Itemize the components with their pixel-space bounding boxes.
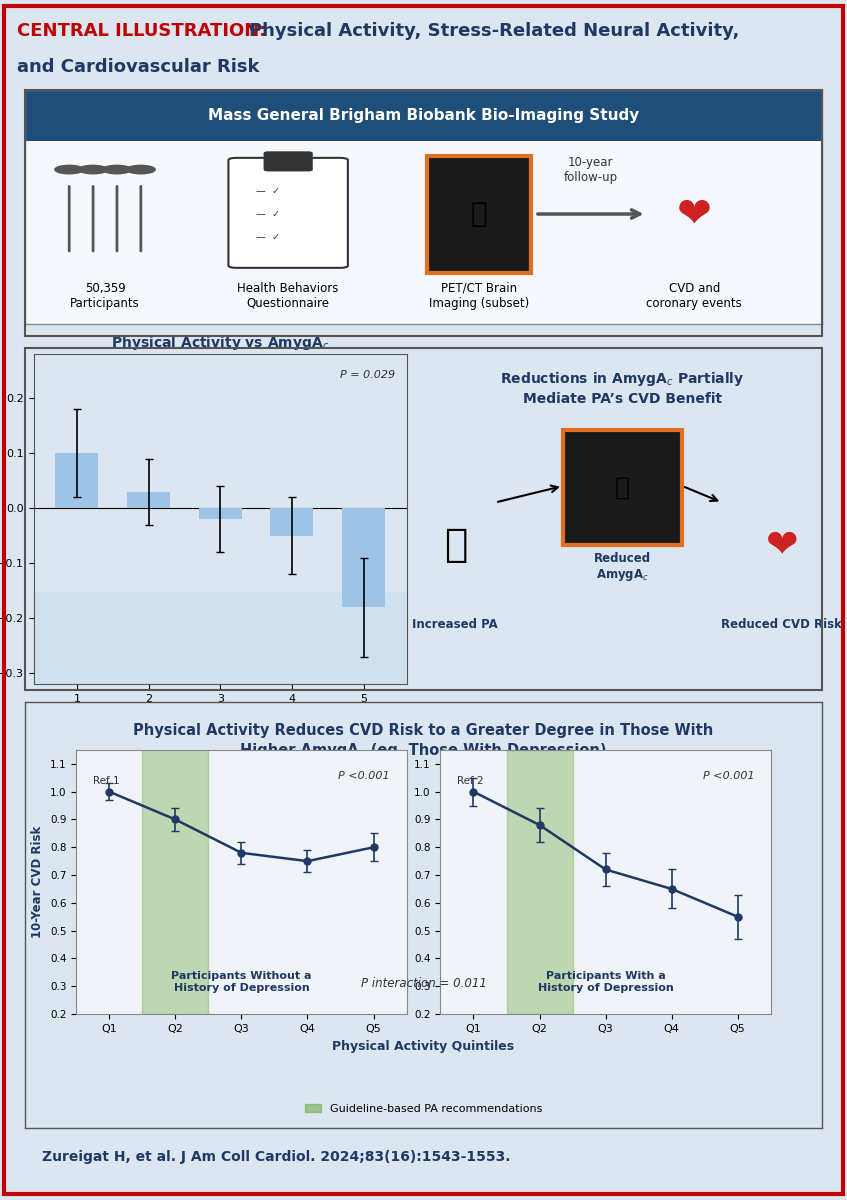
Text: 🏃: 🏃 [444, 527, 467, 564]
Text: PET/CT Brain
Imaging (subset): PET/CT Brain Imaging (subset) [429, 282, 529, 310]
Text: Participants With a
History of Depression: Participants With a History of Depressio… [538, 971, 673, 992]
Text: Reduced CVD Risk: Reduced CVD Risk [722, 618, 842, 631]
Circle shape [126, 166, 155, 174]
Text: 10-year
follow-up: 10-year follow-up [563, 156, 617, 184]
FancyBboxPatch shape [264, 152, 312, 170]
Title: Physical Activity vs AmygA$_c$: Physical Activity vs AmygA$_c$ [111, 334, 329, 352]
Text: 🧠: 🧠 [471, 200, 488, 228]
Text: Zureigat H, et al. J Am Coll Cardiol. 2024;83(16):1543-1553.: Zureigat H, et al. J Am Coll Cardiol. 20… [42, 1150, 511, 1164]
Text: P interaction = 0.011: P interaction = 0.011 [361, 977, 486, 990]
Text: 50,359
Participants: 50,359 Participants [70, 282, 140, 310]
Legend: Guideline-based PA recommendations: Guideline-based PA recommendations [300, 1099, 547, 1118]
Text: Health Behaviors
Questionnaire: Health Behaviors Questionnaire [237, 282, 339, 310]
Text: Participants Without a
History of Depression: Participants Without a History of Depres… [171, 971, 312, 992]
Bar [55, 452, 98, 508]
Text: CENTRAL ILLUSTRATION:: CENTRAL ILLUSTRATION: [17, 22, 266, 40]
FancyBboxPatch shape [562, 430, 683, 545]
X-axis label: Physical Activity Quintiles: Physical Activity Quintiles [134, 709, 307, 722]
Text: P = 0.029: P = 0.029 [340, 371, 396, 380]
Text: —  ✓: — ✓ [257, 209, 280, 220]
Text: Reduced
AmygA$_c$: Reduced AmygA$_c$ [594, 552, 651, 583]
Text: ❤: ❤ [766, 527, 798, 564]
Bar [127, 492, 170, 508]
FancyBboxPatch shape [428, 156, 531, 272]
Text: 🧠: 🧠 [615, 475, 630, 499]
Bar [199, 508, 241, 518]
Text: CVD and
coronary events: CVD and coronary events [646, 282, 742, 310]
Text: Ref 1: Ref 1 [93, 776, 119, 786]
Text: Ref 2: Ref 2 [457, 776, 484, 786]
Text: ❤: ❤ [677, 193, 711, 235]
Bar [342, 508, 385, 607]
Bar [270, 508, 313, 535]
Text: Physical Activity Quintiles: Physical Activity Quintiles [332, 1040, 515, 1054]
Text: P <0.001: P <0.001 [703, 772, 754, 781]
Bar [34, 592, 407, 684]
Text: Reductions in AmygA$_c$ Partially
Mediate PA’s CVD Benefit: Reductions in AmygA$_c$ Partially Mediat… [501, 371, 745, 406]
Circle shape [79, 166, 108, 174]
Text: Physical Activity, Stress-Related Neural Activity,: Physical Activity, Stress-Related Neural… [249, 22, 739, 40]
Text: Mass General Brigham Biobank Bio-Imaging Study: Mass General Brigham Biobank Bio-Imaging… [208, 108, 639, 124]
Circle shape [55, 166, 84, 174]
Text: —  ✓: — ✓ [257, 186, 280, 196]
Text: Physical Activity Reduces CVD Risk to a Greater Degree in Those With
Higher Amyg: Physical Activity Reduces CVD Risk to a … [133, 724, 714, 758]
Y-axis label: 10-Year CVD Risk: 10-Year CVD Risk [31, 826, 44, 938]
Text: and Cardiovascular Risk: and Cardiovascular Risk [17, 58, 259, 76]
Text: P <0.001: P <0.001 [339, 772, 390, 781]
Text: —  ✓: — ✓ [257, 233, 280, 242]
FancyBboxPatch shape [25, 90, 822, 142]
Circle shape [102, 166, 131, 174]
FancyBboxPatch shape [229, 158, 348, 268]
Text: Increased PA: Increased PA [412, 618, 498, 631]
